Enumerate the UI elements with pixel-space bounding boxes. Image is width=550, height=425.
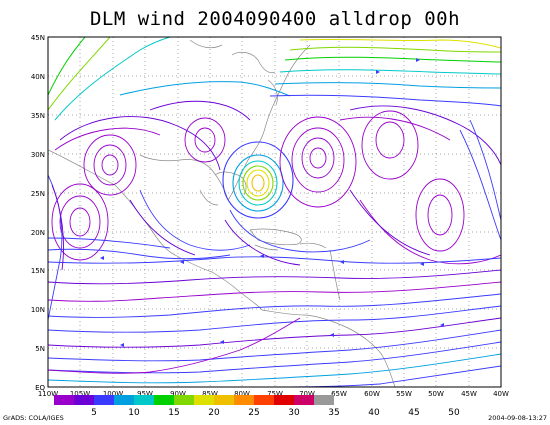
latitude-axis: 45N 40N 35N 30N 25N 20N 15N 10N 5N EQ	[31, 34, 46, 392]
footer-timestamp: 2004-09-08-13:27	[488, 414, 547, 422]
lat-label: 25N	[31, 190, 45, 198]
colorbar-label: 5	[91, 408, 97, 418]
colorbar-label: 40	[368, 408, 380, 418]
lat-label: 30N	[31, 151, 45, 159]
map-title: DLM wind 2004090400 alldrop 00h	[89, 8, 461, 30]
colorbar-swatch	[154, 395, 174, 405]
lon-label: 70W	[299, 390, 315, 398]
lat-label: 20N	[31, 229, 45, 237]
lon-label: 50W	[428, 390, 444, 398]
plot-area	[48, 37, 501, 387]
colorbar-swatches	[54, 395, 334, 405]
streamlines-west	[48, 174, 371, 321]
colorbar-swatch	[274, 395, 294, 405]
lat-label: EQ	[35, 384, 45, 392]
colorbar-labels: 5 10 15 20 25 30 35 40 45 50	[91, 408, 460, 418]
colorbar-label: 30	[288, 408, 300, 418]
lat-label: 45N	[31, 34, 45, 42]
lon-label: 60W	[364, 390, 380, 398]
colorbar-label: 50	[448, 408, 460, 418]
lon-label: 85W	[202, 390, 218, 398]
lon-label: 45W	[461, 390, 477, 398]
lon-label: 80W	[234, 390, 250, 398]
lon-label: 75W	[267, 390, 283, 398]
colorbar-swatch	[194, 395, 214, 405]
lon-label: 110W	[38, 390, 58, 398]
lon-label: 105W	[70, 390, 90, 398]
lon-label: 95W	[137, 390, 153, 398]
lat-label: 15N	[31, 267, 45, 275]
closed-circulations	[51, 110, 465, 261]
streamlines-midlatitude	[54, 100, 501, 265]
colorbar-label: 25	[248, 408, 259, 418]
colorbar-label: 45	[408, 408, 419, 418]
longitude-axis: 110W 105W 100W 95W 90W 85W 80W 75W 70W 6…	[38, 390, 509, 398]
flow-arrowheads	[100, 58, 444, 347]
lon-label: 90W	[170, 390, 186, 398]
lat-label: 10N	[31, 306, 45, 314]
vortex-streamlines	[222, 141, 294, 219]
colorbar-swatch	[54, 395, 74, 405]
colorbar-swatch	[174, 395, 194, 405]
streamlines-westerlies	[48, 37, 501, 121]
colorbar-swatch	[234, 395, 254, 405]
plot-frame	[47, 36, 502, 388]
colorbar-swatch	[94, 395, 114, 405]
colorbar-label: 10	[128, 408, 140, 418]
colorbar-swatch	[314, 395, 334, 405]
lon-label: 40W	[493, 390, 509, 398]
colorbar-label: 20	[208, 408, 220, 418]
colorbar-swatch	[214, 395, 234, 405]
streamlines-trades	[48, 237, 501, 387]
lon-label: 100W	[103, 390, 123, 398]
lon-label: 65W	[331, 390, 347, 398]
colorbar-swatch	[294, 395, 314, 405]
lat-label: 5N	[35, 345, 45, 353]
colorbar-swatch	[254, 395, 274, 405]
lat-label: 40N	[31, 73, 45, 81]
colorbar-swatch	[114, 395, 134, 405]
footer-credit: GrADS: COLA/IGES	[3, 414, 64, 422]
colorbar-label: 15	[168, 408, 179, 418]
colorbar-swatch	[134, 395, 154, 405]
lon-label: 55W	[396, 390, 412, 398]
colorbar: 5 10 15 20 25 30 35 40 45 50	[54, 395, 460, 418]
lat-label: 35N	[31, 112, 45, 120]
colorbar-label: 35	[328, 408, 339, 418]
colorbar-swatch	[74, 395, 94, 405]
